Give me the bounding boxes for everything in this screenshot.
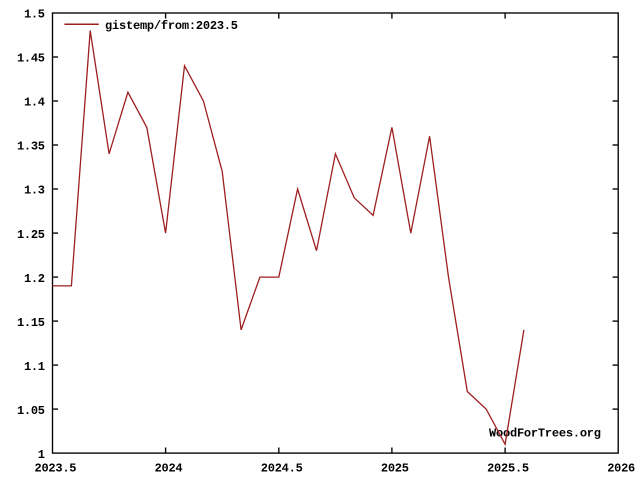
svg-text:1.05: 1.05	[17, 404, 45, 418]
svg-text:2024.5: 2024.5	[261, 462, 303, 476]
svg-text:gistemp/from:2023.5: gistemp/from:2023.5	[105, 19, 238, 33]
svg-text:1.15: 1.15	[17, 316, 45, 330]
svg-text:2025.5: 2025.5	[487, 462, 529, 476]
svg-text:1.3: 1.3	[24, 184, 45, 198]
svg-text:1.25: 1.25	[17, 228, 45, 242]
svg-text:1.2: 1.2	[24, 272, 45, 286]
svg-text:1: 1	[38, 448, 45, 462]
svg-text:1.45: 1.45	[17, 52, 45, 66]
svg-text:1.35: 1.35	[17, 140, 45, 154]
svg-text:1.4: 1.4	[24, 96, 45, 110]
svg-text:2025: 2025	[381, 462, 409, 476]
svg-text:2023.5: 2023.5	[35, 462, 77, 476]
svg-text:2024: 2024	[155, 462, 183, 476]
svg-text:1.5: 1.5	[24, 8, 45, 22]
svg-text:2026: 2026	[607, 462, 635, 476]
svg-text:1.1: 1.1	[24, 360, 45, 374]
svg-text:WoodForTrees.org: WoodForTrees.org	[489, 427, 601, 441]
